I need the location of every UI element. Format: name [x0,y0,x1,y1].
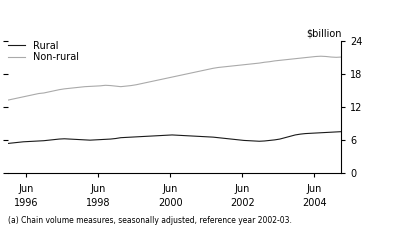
Text: Jun: Jun [162,184,178,194]
Non-rural [149,80,154,83]
Rural [267,139,272,142]
Legend: Rural, Non-rural: Rural, Non-rural [8,41,79,62]
Rural [339,130,344,133]
Text: Jun: Jun [91,184,106,194]
Rural [6,142,10,145]
Text: (a) Chain volume measures, seasonally adjusted, reference year 2002-03.: (a) Chain volume measures, seasonally ad… [8,216,292,225]
Non-rural [267,60,272,63]
Text: 1998: 1998 [86,197,110,207]
Text: $billion: $billion [306,28,341,38]
Non-rural [108,84,113,87]
Text: 2002: 2002 [230,197,254,207]
Line: Rural: Rural [8,132,341,143]
Text: 1996: 1996 [14,197,38,207]
Rural [313,132,318,134]
Rural [88,139,93,141]
Rural [108,138,113,141]
Text: 2004: 2004 [302,197,327,207]
Text: 2000: 2000 [158,197,183,207]
Rural [57,138,62,141]
Text: Jun: Jun [307,184,322,194]
Non-rural [6,99,10,101]
Text: Jun: Jun [18,184,34,194]
Line: Non-rural: Non-rural [8,56,341,100]
Non-rural [318,55,323,58]
Rural [149,135,154,137]
Non-rural [88,85,93,88]
Text: Jun: Jun [235,184,250,194]
Non-rural [339,56,344,58]
Non-rural [31,93,36,96]
Non-rural [313,55,318,58]
